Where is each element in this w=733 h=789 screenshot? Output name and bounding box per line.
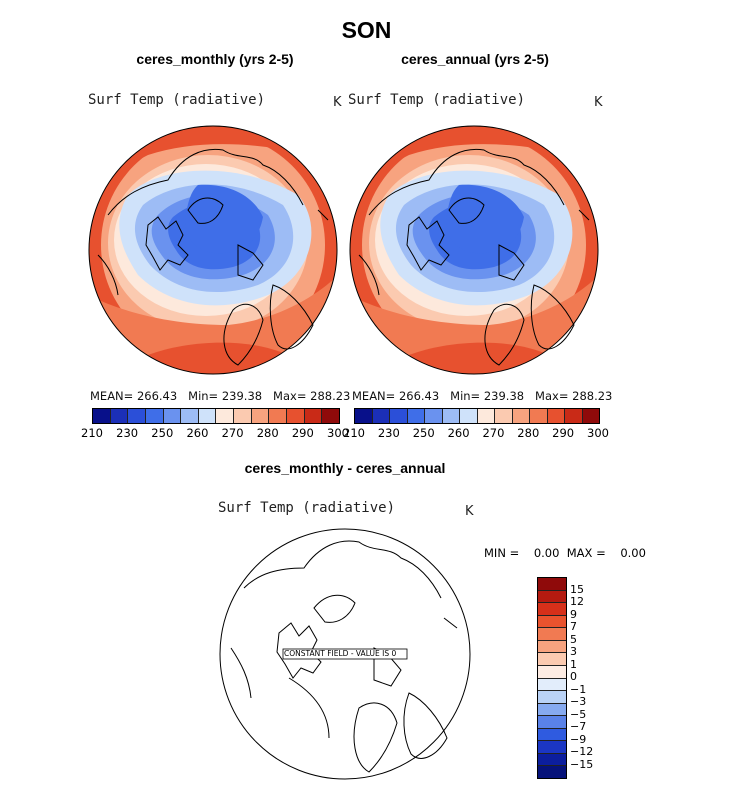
colorbar-swatch [538, 741, 566, 754]
colorbar-tick-label: 7 [570, 620, 577, 633]
polar-map-monthly [88, 125, 338, 375]
colorbar-swatch [512, 409, 530, 423]
colorbar-tick-label: 15 [570, 582, 584, 596]
colorbar-tick-label: −15 [570, 757, 594, 771]
colorbar-swatch [530, 409, 548, 423]
colorbar-monthly [92, 408, 340, 424]
stats-monthly: MEAN= 266.43 Min= 239.38 Max= 288.23 [90, 389, 351, 403]
colorbar-tick-label: 280 [256, 426, 279, 440]
colorbar-swatch [538, 753, 566, 767]
colorbar-swatch [163, 409, 182, 423]
colorbar-swatch [538, 665, 566, 679]
colorbar-tick-label: 1 [570, 657, 577, 671]
colorbar-swatch [460, 409, 478, 423]
colorbar-tick-label: 0 [570, 670, 577, 683]
colorbar-tick-label: 280 [517, 426, 540, 440]
panel-title-monthly: ceres_monthly (yrs 2-5) [136, 51, 294, 67]
constant-field-annotation: CONSTANT FIELD - VALUE IS 0 [284, 649, 397, 658]
colorbar-swatch [93, 409, 111, 423]
colorbar-swatch [538, 578, 566, 591]
colorbar-swatch [322, 409, 339, 423]
colorbar-swatch [538, 728, 566, 742]
colorbar-swatch [547, 409, 565, 423]
colorbar-swatch [538, 678, 566, 692]
colorbar-tick-label: 260 [186, 426, 209, 440]
colorbar-swatch [287, 409, 305, 423]
colorbar-swatch [407, 409, 425, 423]
page-title: SON [341, 17, 392, 43]
unit-label-difference: K [465, 504, 474, 519]
colorbar-swatch [565, 409, 583, 423]
polar-map-annual [349, 125, 599, 375]
colorbar-swatch [538, 640, 566, 654]
colorbar-swatch [538, 716, 566, 729]
colorbar-tick-label: 230 [116, 426, 139, 440]
colorbar-swatch [251, 409, 270, 423]
minmax-difference: MIN = 0.00 MAX = 0.00 [484, 546, 646, 560]
colorbar-swatch [425, 409, 443, 423]
colorbar-tick-label: 230 [377, 426, 400, 440]
colorbar-tick-label: 290 [291, 426, 314, 440]
colorbar-tick-label: 290 [552, 426, 575, 440]
colorbar-swatch [110, 409, 129, 423]
colorbar-tick-label: 260 [447, 426, 470, 440]
colorbar-ticks-monthly: 210 230 250 260 270 280 290 300 [81, 426, 349, 442]
colorbar-tick-label: 300 [327, 426, 349, 440]
colorbar-tick-label: −12 [570, 745, 594, 758]
variable-label-monthly: Surf Temp (radiative) [88, 92, 266, 108]
colorbar-tick-label: 210 [81, 426, 103, 440]
colorbar-tick-label: 12 [570, 595, 584, 608]
colorbar-swatch [269, 409, 288, 423]
colorbar-tick-label: 250 [151, 426, 174, 440]
colorbar-swatch [538, 603, 566, 616]
colorbar-tick-label: 3 [570, 645, 577, 658]
colorbar-swatch [181, 409, 199, 423]
colorbar-tick-label: 270 [221, 426, 244, 440]
colorbar-swatch [198, 409, 217, 423]
colorbar-swatch [538, 766, 566, 778]
colorbar-tick-label: −1 [570, 682, 587, 696]
colorbar-tick-label: −7 [570, 720, 587, 733]
colorbar-tick-label: 250 [412, 426, 435, 440]
polar-map-difference [219, 528, 471, 780]
colorbar-swatch [582, 409, 599, 423]
colorbar-difference [537, 577, 567, 779]
colorbar-tick-label: 270 [482, 426, 505, 440]
unit-label-monthly: K [333, 95, 342, 110]
unit-label-annual: K [594, 95, 603, 110]
colorbar-swatch [234, 409, 252, 423]
colorbar-swatch [145, 409, 164, 423]
colorbar-tick-label: 300 [587, 426, 609, 440]
colorbar-swatch [538, 703, 566, 717]
colorbar-swatch [372, 409, 390, 423]
colorbar-tick-label: −9 [570, 732, 587, 746]
colorbar-tick-label: 210 [343, 426, 365, 440]
colorbar-swatch [128, 409, 146, 423]
colorbar-swatch [495, 409, 513, 423]
colorbar-swatch [538, 615, 566, 629]
colorbar-swatch [355, 409, 373, 423]
colorbar-swatch [538, 691, 566, 704]
colorbar-swatch [390, 409, 408, 423]
colorbar-swatch [304, 409, 323, 423]
colorbar-ticks-difference: 15 12 9 7 5 3 1 0 −1 −3 −5 −7 −9 −12 −15 [570, 577, 610, 777]
colorbar-tick-label: 5 [570, 632, 577, 646]
colorbar-tick-label: −5 [570, 707, 587, 721]
stats-annual: MEAN= 266.43 Min= 239.38 Max= 288.23 [352, 389, 613, 403]
panel-title-annual: ceres_annual (yrs 2-5) [401, 51, 549, 67]
variable-label-difference: Surf Temp (radiative) [218, 500, 396, 516]
colorbar-swatch [477, 409, 495, 423]
colorbar-swatch [538, 653, 566, 666]
colorbar-swatch [538, 628, 566, 641]
variable-label-annual: Surf Temp (radiative) [348, 92, 526, 108]
colorbar-swatch [216, 409, 235, 423]
colorbar-ticks-annual: 210 230 250 260 270 280 290 300 [343, 426, 609, 442]
panel-title-difference: ceres_monthly - ceres_annual [244, 460, 446, 476]
colorbar-tick-label: −3 [570, 695, 587, 708]
colorbar-swatch [538, 590, 566, 604]
colorbar-tick-label: 9 [570, 607, 577, 621]
colorbar-swatch [442, 409, 460, 423]
colorbar-annual [354, 408, 600, 424]
